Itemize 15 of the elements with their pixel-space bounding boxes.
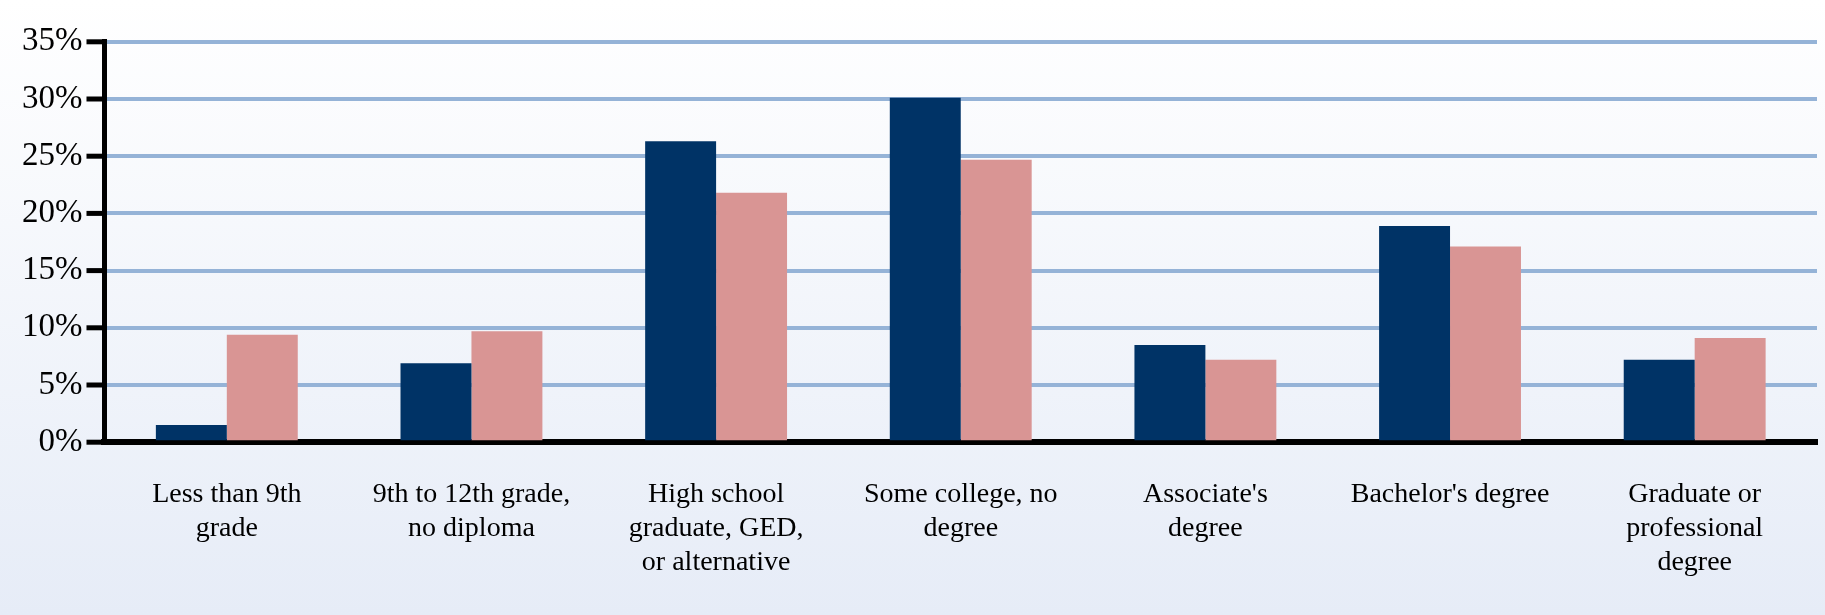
x-tick-label: High school graduate, GED, or alternative (628, 477, 804, 576)
x-tick-label: Graduate or professional degree (1626, 477, 1764, 576)
y-tick-label: 30% (21, 78, 83, 115)
y-tick-label: 20% (21, 193, 83, 230)
y-tick-label: 15% (21, 250, 83, 287)
y-tick-label: 5% (38, 364, 83, 401)
x-tick-label: Less than 9th grade (152, 477, 302, 542)
x-tick-label: Associate's degree (1142, 477, 1268, 542)
x-tick-label: 9th to 12th grade, no diploma (372, 477, 571, 542)
y-tick-label: 10% (21, 307, 83, 344)
y-tick-label: 25% (21, 135, 83, 172)
x-tick-label: Some college, no degree (863, 477, 1058, 542)
y-tick-label: 0% (38, 421, 83, 458)
y-tick-label: 35% (21, 21, 83, 58)
x-tick-label: Bachelor's degree (1350, 477, 1550, 509)
